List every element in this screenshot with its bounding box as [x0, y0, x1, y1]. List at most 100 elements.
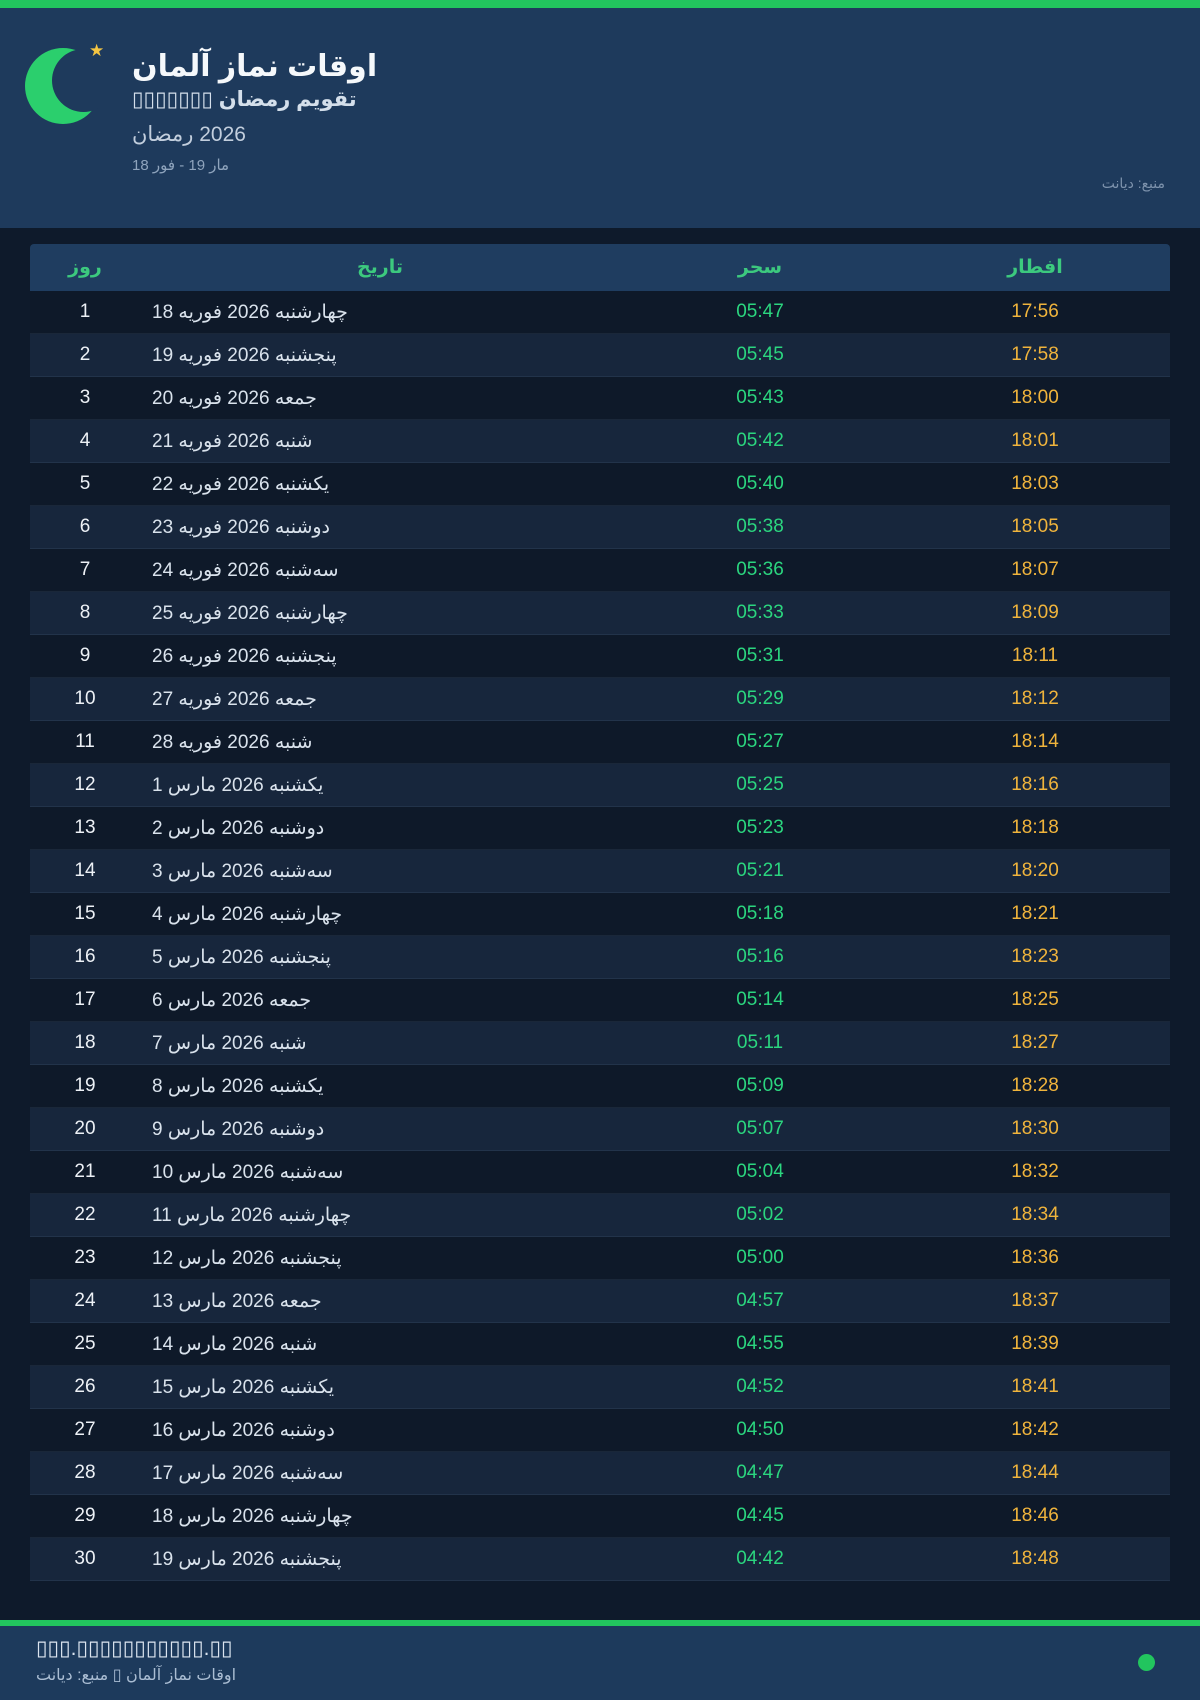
day-cell: 25: [74, 1333, 96, 1354]
col-day-header: روز: [68, 257, 102, 278]
table-row: 3 20 فوریه‎ 2026 جمعه 05:43 18:00: [30, 377, 1170, 420]
suhoor-cell: 04:55: [736, 1333, 784, 1354]
header-text-block: اوقات نماز آلمان تقویم رمضان ▯▯▯▯▯▯▯ رمض…: [132, 50, 1170, 176]
table-row: 17 6 مارس‎ 2026 جمعه 05:14 18:25: [30, 979, 1170, 1022]
crescent-moon-icon: ★: [25, 40, 125, 136]
day-cell: 18: [74, 1032, 96, 1053]
iftar-cell: 18:27: [1011, 1032, 1059, 1053]
day-cell: 16: [74, 946, 96, 967]
suhoor-cell: 04:57: [736, 1290, 784, 1311]
suhoor-cell: 04:47: [736, 1462, 784, 1483]
iftar-cell: 18:41: [1011, 1376, 1059, 1397]
suhoor-cell: 05:14: [736, 989, 784, 1010]
table-row: 28 17 مارس‎ 2026 سه‌شنبه 04:47 18:44: [30, 1452, 1170, 1495]
date-cell: 11 مارس‎ 2026 چهارشنبه: [152, 1204, 352, 1226]
day-cell: 26: [74, 1376, 96, 1397]
iftar-cell: 18:05: [1011, 516, 1059, 537]
table-row: 7 24 فوریه‎ 2026 سه‌شنبه 05:36 18:07: [30, 549, 1170, 592]
day-cell: 28: [74, 1462, 96, 1483]
iftar-cell: 18:16: [1011, 774, 1059, 795]
table-row: 1 18 فوریه‎ 2026 چهارشنبه 05:47 17:56: [30, 291, 1170, 334]
iftar-cell: 18:12: [1011, 688, 1059, 709]
table-row: 20 9 مارس‎ 2026 دوشنبه 05:07 18:30: [30, 1108, 1170, 1151]
footer-accent-bar: [0, 1620, 1200, 1626]
iftar-cell: 18:39: [1011, 1333, 1059, 1354]
table-row: 29 18 مارس‎ 2026 چهارشنبه 04:45 18:46: [30, 1495, 1170, 1538]
day-cell: 15: [74, 903, 96, 924]
suhoor-cell: 05:02: [736, 1204, 784, 1225]
suhoor-cell: 04:45: [736, 1505, 784, 1526]
table-row: 19 8 مارس‎ 2026 یکشنبه 05:09 18:28: [30, 1065, 1170, 1108]
day-cell: 6: [79, 516, 91, 537]
suhoor-cell: 05:07: [736, 1118, 784, 1139]
date-cell: 28 فوریه‎ 2026 شنبه: [152, 731, 313, 753]
day-cell: 13: [74, 817, 96, 838]
date-cell: 21 فوریه‎ 2026 شنبه: [152, 430, 313, 452]
iftar-cell: 18:42: [1011, 1419, 1059, 1440]
iftar-cell: 18:11: [1011, 645, 1059, 666]
day-cell: 3: [79, 387, 91, 408]
day-cell: 2: [79, 344, 91, 365]
iftar-cell: 18:18: [1011, 817, 1059, 838]
day-cell: 7: [79, 559, 91, 580]
suhoor-cell: 05:11: [736, 1032, 784, 1053]
table-row: 14 3 مارس‎ 2026 سه‌شنبه 05:21 18:20: [30, 850, 1170, 893]
table-row: 16 5 مارس‎ 2026 پنجشنبه 05:16 18:23: [30, 936, 1170, 979]
date-cell: 19 مارس‎ 2026 پنجشنبه: [152, 1548, 342, 1570]
footer-url: ▯▯▯.▯▯▯▯▯▯▯▯▯▯▯.▯▯: [36, 1637, 233, 1660]
table-row: 23 12 مارس‎ 2026 پنجشنبه 05:00 18:36: [30, 1237, 1170, 1280]
date-cell: 20 فوریه‎ 2026 جمعه: [152, 387, 317, 409]
table-row: 25 14 مارس‎ 2026 شنبه 04:55 18:39: [30, 1323, 1170, 1366]
suhoor-cell: 05:45: [736, 344, 784, 365]
iftar-cell: 18:14: [1011, 731, 1059, 752]
page-footer: ▯▯▯.▯▯▯▯▯▯▯▯▯▯▯.▯▯ اوقات نماز آلمان ▯ من…: [0, 1626, 1200, 1700]
day-cell: 24: [74, 1290, 96, 1311]
day-cell: 4: [79, 430, 91, 451]
date-cell: 15 مارس‎ 2026 یکشنبه: [152, 1376, 334, 1398]
suhoor-cell: 05:00: [736, 1247, 784, 1268]
suhoor-cell: 05:47: [736, 301, 784, 322]
suhoor-cell: 04:52: [736, 1376, 784, 1397]
col-suhoor-header: سحر: [737, 257, 783, 278]
suhoor-cell: 05:21: [736, 860, 784, 881]
table-row: 6 23 فوریه‎ 2026 دوشنبه 05:38 18:05: [30, 506, 1170, 549]
iftar-cell: 18:36: [1011, 1247, 1059, 1268]
iftar-cell: 18:37: [1011, 1290, 1059, 1311]
page-subtitle: تقویم رمضان ▯▯▯▯▯▯▯: [132, 88, 357, 111]
date-cell: 18 مارس‎ 2026 چهارشنبه: [152, 1505, 353, 1527]
table-row: 2 19 فوریه‎ 2026 پنجشنبه 05:45 17:58: [30, 334, 1170, 377]
iftar-cell: 18:30: [1011, 1118, 1059, 1139]
suhoor-cell: 05:23: [736, 817, 784, 838]
day-cell: 9: [79, 645, 91, 666]
crescent-shape: [25, 48, 115, 124]
suhoor-cell: 05:16: [736, 946, 784, 967]
day-cell: 10: [74, 688, 96, 709]
day-cell: 8: [79, 602, 91, 623]
day-cell: 12: [74, 774, 96, 795]
day-cell: 20: [74, 1118, 96, 1139]
day-cell: 29: [74, 1505, 96, 1526]
iftar-cell: 18:28: [1011, 1075, 1059, 1096]
iftar-cell: 18:03: [1011, 473, 1059, 494]
day-cell: 19: [74, 1075, 96, 1096]
table-row: 9 26 فوریه‎ 2026 پنجشنبه 05:31 18:11: [30, 635, 1170, 678]
table-row: 21 10 مارس‎ 2026 سه‌شنبه 05:04 18:32: [30, 1151, 1170, 1194]
date-cell: 1 مارس‎ 2026 یکشنبه: [152, 774, 324, 796]
iftar-cell: 18:00: [1011, 387, 1059, 408]
date-cell: 27 فوریه‎ 2026 جمعه: [152, 688, 317, 710]
page-header: ★ اوقات نماز آلمان تقویم رمضان ▯▯▯▯▯▯▯ ر…: [0, 8, 1200, 228]
iftar-cell: 18:46: [1011, 1505, 1059, 1526]
suhoor-cell: 05:29: [736, 688, 784, 709]
table-header-row: روز تاریخ سحر افطار: [30, 244, 1170, 291]
date-cell: 4 مارس‎ 2026 چهارشنبه: [152, 903, 343, 925]
date-cell: 3 مارس‎ 2026 سه‌شنبه: [152, 860, 333, 882]
table-row: 13 2 مارس‎ 2026 دوشنبه 05:23 18:18: [30, 807, 1170, 850]
date-cell: 24 فوریه‎ 2026 سه‌شنبه: [152, 559, 339, 581]
date-cell: 25 فوریه‎ 2026 چهارشنبه: [152, 602, 348, 624]
date-cell: 12 مارس‎ 2026 پنجشنبه: [152, 1247, 342, 1269]
suhoor-cell: 05:40: [736, 473, 784, 494]
date-cell: 7 مارس‎ 2026 شنبه: [152, 1032, 307, 1054]
iftar-cell: 18:34: [1011, 1204, 1059, 1225]
table-row: 24 13 مارس‎ 2026 جمعه 04:57 18:37: [30, 1280, 1170, 1323]
